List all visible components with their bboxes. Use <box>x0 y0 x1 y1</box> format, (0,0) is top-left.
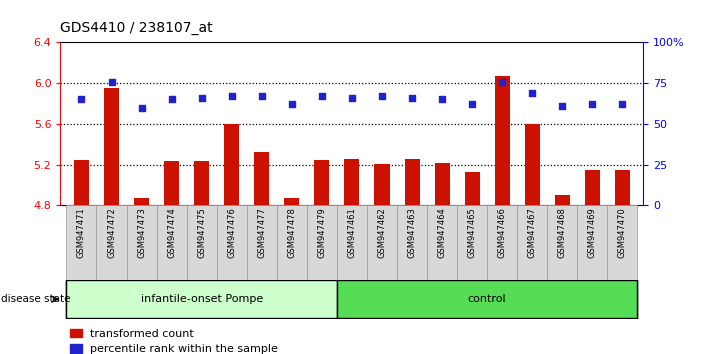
FancyBboxPatch shape <box>187 205 217 280</box>
Text: GSM947475: GSM947475 <box>197 207 206 258</box>
Text: GSM947466: GSM947466 <box>498 207 507 258</box>
Text: GSM947472: GSM947472 <box>107 207 116 258</box>
FancyBboxPatch shape <box>397 205 427 280</box>
Text: GSM947465: GSM947465 <box>468 207 476 258</box>
Point <box>136 105 147 110</box>
Bar <box>585 170 600 205</box>
Bar <box>224 124 239 205</box>
Text: GSM947478: GSM947478 <box>287 207 296 258</box>
Text: GSM947467: GSM947467 <box>528 207 537 258</box>
FancyBboxPatch shape <box>517 205 547 280</box>
Bar <box>615 170 630 205</box>
Text: GSM947479: GSM947479 <box>317 207 326 258</box>
Text: GSM947468: GSM947468 <box>558 207 567 258</box>
FancyBboxPatch shape <box>217 205 247 280</box>
FancyBboxPatch shape <box>487 205 517 280</box>
FancyBboxPatch shape <box>66 205 97 280</box>
Point <box>407 95 418 101</box>
Bar <box>134 198 149 205</box>
FancyBboxPatch shape <box>66 280 638 318</box>
FancyBboxPatch shape <box>66 280 337 318</box>
FancyBboxPatch shape <box>427 205 457 280</box>
Point <box>76 97 87 102</box>
Text: GDS4410 / 238107_at: GDS4410 / 238107_at <box>60 22 213 35</box>
FancyBboxPatch shape <box>457 205 487 280</box>
Bar <box>434 162 449 205</box>
Point <box>256 93 267 99</box>
Bar <box>314 160 329 205</box>
Bar <box>74 160 89 205</box>
Text: infantile-onset Pompe: infantile-onset Pompe <box>141 294 263 304</box>
Text: GSM947473: GSM947473 <box>137 207 146 258</box>
Text: GSM947462: GSM947462 <box>378 207 387 258</box>
Point <box>316 93 328 99</box>
Text: GSM947471: GSM947471 <box>77 207 86 258</box>
Bar <box>104 88 119 205</box>
Point <box>496 79 508 84</box>
Point <box>557 103 568 109</box>
FancyBboxPatch shape <box>337 280 638 318</box>
Point <box>376 93 387 99</box>
Bar <box>495 76 510 205</box>
Text: control: control <box>468 294 506 304</box>
Bar <box>555 195 570 205</box>
Point <box>106 79 117 84</box>
Bar <box>284 198 299 205</box>
FancyBboxPatch shape <box>156 205 187 280</box>
Point <box>226 93 237 99</box>
Text: GSM947463: GSM947463 <box>407 207 417 258</box>
Text: GSM947461: GSM947461 <box>348 207 356 258</box>
Bar <box>375 164 390 205</box>
Point <box>346 95 358 101</box>
Text: GSM947477: GSM947477 <box>257 207 267 258</box>
FancyBboxPatch shape <box>337 205 367 280</box>
Text: GSM947470: GSM947470 <box>618 207 627 258</box>
Text: disease state: disease state <box>1 294 71 304</box>
Point <box>466 102 478 107</box>
Point <box>166 97 177 102</box>
Text: GSM947469: GSM947469 <box>588 207 597 258</box>
Point <box>527 90 538 96</box>
FancyBboxPatch shape <box>247 205 277 280</box>
Point <box>286 102 297 107</box>
Bar <box>465 172 480 205</box>
FancyBboxPatch shape <box>277 205 307 280</box>
Text: GSM947464: GSM947464 <box>437 207 447 258</box>
FancyBboxPatch shape <box>547 205 577 280</box>
Point <box>616 102 628 107</box>
Bar <box>405 159 419 205</box>
Text: GSM947474: GSM947474 <box>167 207 176 258</box>
Point <box>587 102 598 107</box>
FancyBboxPatch shape <box>367 205 397 280</box>
FancyBboxPatch shape <box>97 205 127 280</box>
Point <box>437 97 448 102</box>
FancyBboxPatch shape <box>577 205 607 280</box>
Bar <box>194 160 209 205</box>
Legend: transformed count, percentile rank within the sample: transformed count, percentile rank withi… <box>66 324 283 354</box>
Bar <box>255 152 269 205</box>
FancyBboxPatch shape <box>607 205 638 280</box>
FancyBboxPatch shape <box>307 205 337 280</box>
Bar <box>344 159 360 205</box>
Bar <box>164 160 179 205</box>
Point <box>196 95 208 101</box>
FancyBboxPatch shape <box>127 205 156 280</box>
Bar <box>525 124 540 205</box>
Text: GSM947476: GSM947476 <box>228 207 236 258</box>
